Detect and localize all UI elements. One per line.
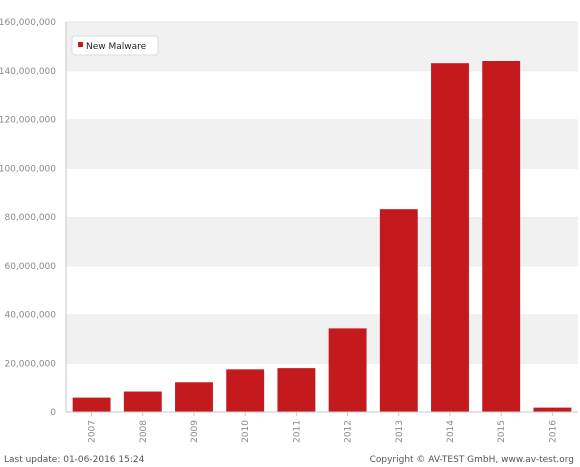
x-tick-label: 2015 [497, 420, 507, 443]
x-tick-label: 2014 [446, 420, 456, 443]
y-tick-label: 80,000,000 [4, 213, 56, 223]
bar-2008[interactable] [123, 391, 162, 412]
last-update-text: Last update: 01-06-2016 15:24 [4, 455, 145, 465]
y-tick-label: 60,000,000 [4, 262, 56, 272]
y-tick-label: 20,000,000 [4, 359, 56, 369]
legend-box [71, 35, 159, 56]
bar-2014[interactable] [431, 63, 469, 412]
bar-series [72, 61, 572, 412]
x-tick-label: 2012 [344, 420, 354, 443]
x-tick-label: 2013 [395, 420, 405, 443]
bar-2011[interactable] [277, 368, 316, 412]
bar-2012[interactable] [328, 328, 367, 412]
bar-2007[interactable] [72, 397, 111, 412]
y-tick-label: 120,000,000 [0, 116, 56, 126]
y-axis: 0 20,000,000 40,000,000 60,000,000 80,000,00… [0, 18, 67, 418]
x-tick-label: 2009 [190, 420, 200, 443]
legend-marker-new-malware [78, 42, 83, 47]
x-tick-label: 2016 [548, 420, 558, 443]
y-tick-label: 0 [50, 408, 56, 418]
x-tick-label: 2007 [88, 420, 98, 443]
legend[interactable]: New Malware [71, 35, 159, 56]
bar-2013[interactable] [379, 209, 418, 412]
x-tick-label: 2010 [241, 420, 251, 443]
x-tick-label: 2008 [139, 420, 149, 443]
x-tick-label: 2011 [292, 420, 302, 443]
bar-2010[interactable] [226, 369, 265, 412]
y-tick-label: 40,000,000 [4, 311, 56, 321]
bar-2009[interactable] [175, 382, 213, 412]
y-tick-label: 140,000,000 [0, 67, 56, 77]
y-tick-label: 160,000,000 [0, 18, 56, 28]
legend-label-new-malware: New Malware [86, 42, 147, 52]
copyright-text: Copyright © AV-TEST GmbH, www.av-test.or… [369, 455, 574, 465]
bar-2016[interactable] [533, 407, 572, 412]
x-axis: 2007 2008 2009 2010 2011 2012 2013 2014 2015 2016 [66, 411, 578, 443]
y-tick-label: 100,000,000 [0, 164, 56, 174]
bar-2015[interactable] [482, 61, 521, 412]
